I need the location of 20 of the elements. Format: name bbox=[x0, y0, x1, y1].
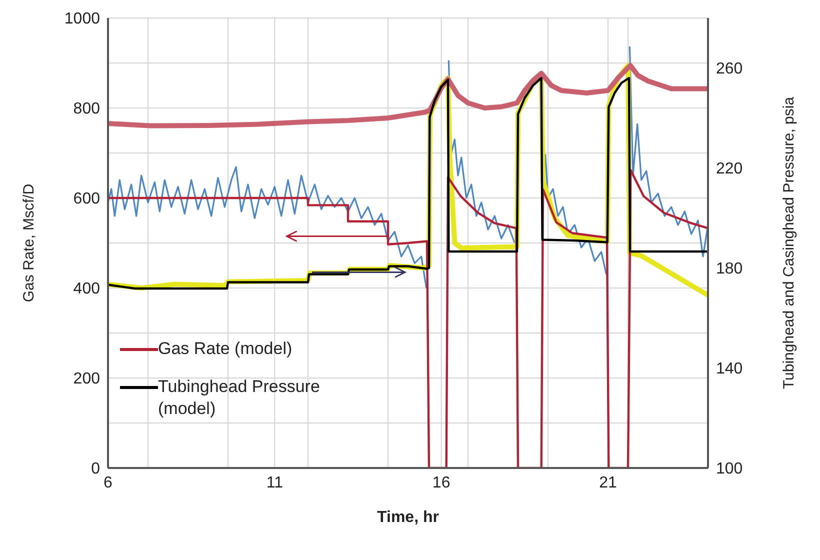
y2-tick-label: 180 bbox=[716, 260, 743, 278]
y2-tick-label: 100 bbox=[716, 460, 743, 478]
y-tick-label: 800 bbox=[73, 100, 100, 118]
x-axis-title: Time, hr bbox=[377, 509, 439, 526]
y-tick-label: 600 bbox=[73, 190, 100, 208]
y2-tick-label: 220 bbox=[716, 160, 743, 178]
y-tick-label: 0 bbox=[91, 460, 100, 478]
y-axis-title: Gas Rate, Mscf/D bbox=[20, 184, 38, 302]
x-tick-label: 11 bbox=[266, 474, 284, 492]
y2-tick-label: 140 bbox=[716, 360, 743, 378]
x-tick-label: 16 bbox=[432, 474, 450, 492]
x-tick-label: 6 bbox=[104, 474, 113, 492]
y-tick-label: 400 bbox=[73, 280, 100, 298]
y2-tick-label: 260 bbox=[716, 60, 743, 78]
y2-axis-title: Tubinghead and Casinghead Pressure, psia bbox=[780, 96, 798, 390]
legend-label: Gas Rate (model) bbox=[158, 338, 292, 360]
legend-label: Tubinghead Pressure (model) bbox=[158, 376, 321, 420]
y-tick-label: 1000 bbox=[64, 10, 100, 28]
x-tick-label: 21 bbox=[599, 474, 617, 492]
y-tick-label: 200 bbox=[73, 370, 100, 388]
